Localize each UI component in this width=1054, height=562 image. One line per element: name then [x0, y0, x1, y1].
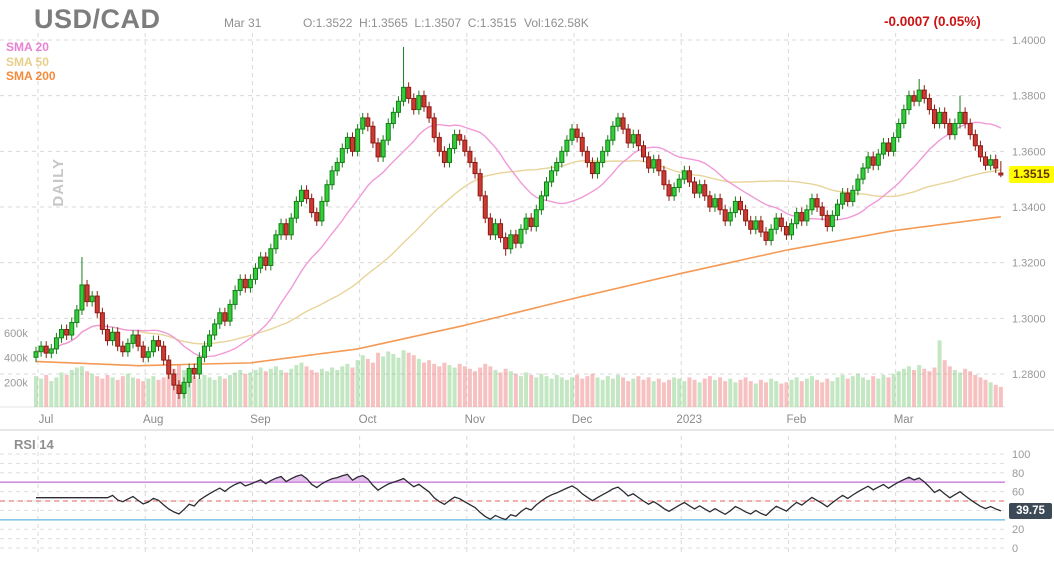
price-axis-label: 1.3000 — [1012, 313, 1046, 325]
price-axis-label: 1.3800 — [1012, 91, 1046, 103]
rsi-line — [36, 473, 1002, 521]
volume-axis-label: 600k — [4, 328, 28, 340]
price-axis-label: 1.4000 — [1012, 35, 1046, 47]
rsi-indicator-title[interactable]: RSI 14 — [14, 437, 54, 452]
sma200-line — [35, 215, 1001, 367]
sma20-line — [35, 121, 1002, 358]
month-axis-label: Oct — [359, 414, 378, 426]
month-axis-label: 2023 — [676, 414, 702, 426]
month-axis-label: Sep — [250, 414, 270, 426]
rsi-axis-label: 80 — [1012, 468, 1024, 480]
rsi-axis-label: 60 — [1012, 487, 1024, 499]
volume-readout: Vol:162.58K — [524, 16, 589, 30]
rsi-axis-label: 100 — [1012, 449, 1030, 461]
symbol-title: USD/CAD — [34, 4, 161, 34]
candles-layer — [33, 46, 1004, 400]
ohlc-readout: O:1.3522 H:1.3565 L:1.3507 C:1.3515 — [303, 16, 517, 30]
rsi-grid-layer: 100 80 60 20 0 — [0, 449, 1030, 555]
month-axis-label: Jul — [39, 414, 54, 426]
volume-axis-label: 400k — [4, 353, 28, 365]
price-axis-label: 1.3400 — [1012, 202, 1046, 214]
volume-layer — [34, 340, 1003, 407]
price-axis-label: 1.3200 — [1012, 258, 1046, 270]
legend-sma50[interactable]: SMA 50 — [6, 55, 49, 69]
legend-sma200[interactable]: SMA 200 — [6, 69, 56, 83]
rsi-axis-label: 20 — [1012, 524, 1024, 536]
rsi-value-tag: 39.75 — [1009, 503, 1052, 519]
grid-layer: 1.4000 1.3800 1.3600 1.3400 1.3200 1.3000 1.28… — [0, 33, 1054, 552]
sma50-line — [35, 159, 1001, 353]
month-axis-label: Dec — [572, 414, 593, 426]
month-axis-label: Feb — [787, 414, 807, 426]
rsi-axis-label: 0 — [1012, 543, 1018, 555]
legend-sma20[interactable]: SMA 20 — [6, 40, 49, 54]
month-axis-label: Aug — [143, 414, 163, 426]
price-change-label: -0.0007 (0.05%) — [884, 14, 981, 29]
bar-date-label: Mar 31 — [224, 16, 262, 30]
volume-axis-label: 200k — [4, 377, 28, 389]
timeframe-label: DAILY — [50, 158, 67, 207]
last-price-tag: 1.3515 — [1009, 166, 1054, 183]
month-axis-label: Nov — [465, 414, 486, 426]
price-axis-label: 1.2800 — [1012, 369, 1046, 381]
price-axis-label: 1.3600 — [1012, 146, 1046, 158]
month-axis-label: Mar — [894, 414, 914, 426]
